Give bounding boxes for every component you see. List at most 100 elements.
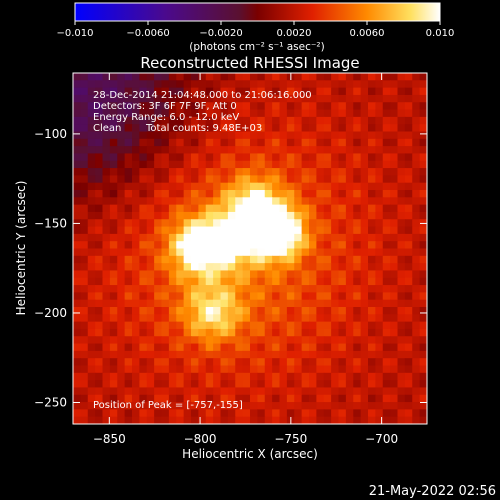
heatmap-cell (139, 73, 148, 81)
heatmap-cell (161, 241, 170, 250)
heatmap-cell (213, 175, 222, 184)
heatmap-cell (272, 168, 281, 176)
heatmap-cell (331, 299, 340, 308)
heatmap-cell (154, 73, 163, 81)
heatmap-cell (419, 343, 427, 352)
heatmap-cell (95, 168, 104, 176)
heatmap-cell (323, 138, 332, 147)
heatmap-cell (286, 328, 295, 337)
heatmap-cell (404, 358, 413, 367)
heatmap-cell (353, 328, 362, 337)
heatmap-cell (80, 204, 89, 213)
heatmap-cell (404, 241, 413, 250)
heatmap-cell (360, 292, 369, 301)
heatmap-cell (375, 372, 384, 381)
heatmap-cell (168, 394, 177, 403)
heatmap-cell (360, 87, 369, 96)
heatmap-cell (294, 190, 303, 198)
heatmap-cell (397, 182, 406, 191)
heatmap-cell (250, 241, 258, 250)
heatmap-cell (109, 153, 118, 162)
heatmap-cell (390, 263, 399, 272)
heatmap-cell (80, 380, 89, 389)
heatmap-cell (242, 138, 251, 147)
heatmap-cell (242, 80, 251, 89)
heatmap-cell (132, 285, 140, 293)
heatmap-cell (323, 372, 332, 381)
heatmap-cell (191, 402, 199, 410)
heatmap-cell (242, 365, 251, 374)
heatmap-cell (95, 211, 104, 220)
heatmap-cell (146, 350, 155, 359)
heatmap-cell (132, 358, 140, 367)
heatmap-cell (404, 416, 413, 424)
heatmap-cell (87, 299, 96, 308)
heatmap-cell (360, 387, 369, 396)
heatmap-cell (109, 365, 118, 374)
heatmap-cell (161, 372, 170, 381)
heatmap-cell (198, 124, 207, 133)
heatmap-cell (205, 387, 214, 396)
heatmap-cell (161, 109, 170, 118)
heatmap-cell (264, 226, 273, 235)
heatmap-cell (73, 124, 81, 133)
heatmap-cell (419, 358, 427, 367)
heatmap-cell (331, 204, 340, 213)
heatmap-cell (375, 168, 384, 176)
heatmap-cell (309, 94, 317, 103)
heatmap-cell (87, 409, 96, 418)
heatmap-cell (345, 328, 354, 337)
heatmap-cell (257, 73, 266, 81)
heatmap-cell (220, 80, 229, 89)
heatmap-cell (227, 168, 236, 176)
heatmap-cell (73, 292, 81, 301)
heatmap-cell (309, 197, 317, 206)
heatmap-cell (235, 211, 244, 220)
heatmap-cell (95, 372, 104, 381)
heatmap-cell (95, 285, 104, 293)
heatmap-cell (301, 182, 310, 191)
heatmap-cell (168, 409, 177, 418)
heatmap-cell (205, 175, 214, 184)
heatmap-cell (375, 402, 384, 410)
heatmap-cell (117, 116, 126, 125)
heatmap-cell (250, 409, 258, 418)
heatmap-cell (345, 153, 354, 162)
heatmap-cell (390, 358, 399, 367)
heatmap-cell (80, 314, 89, 323)
heatmap-cell (95, 328, 104, 337)
heatmap-cell (102, 277, 111, 286)
heatmap-cell (198, 365, 207, 374)
heatmap-cell (161, 314, 170, 323)
heatmap-cell (73, 211, 81, 220)
heatmap-cell (198, 380, 207, 389)
heatmap-cell (146, 248, 155, 257)
heatmap-cell (146, 402, 155, 410)
heatmap-cell (176, 277, 185, 286)
heatmap-cell (345, 321, 354, 330)
heatmap-cell (286, 350, 295, 359)
heatmap-cell (168, 241, 177, 250)
heatmap-cell (419, 394, 427, 403)
heatmap-cell (294, 387, 303, 396)
heatmap-cell (264, 277, 273, 286)
heatmap-cell (316, 160, 325, 169)
heatmap-cell (264, 285, 273, 293)
heatmap-cell (124, 270, 133, 279)
heatmap-cell (109, 226, 118, 235)
heatmap-cell (316, 350, 325, 359)
heatmap-cell (286, 94, 295, 103)
heatmap-cell (146, 372, 155, 381)
heatmap-cell (220, 73, 229, 81)
heatmap-cell (368, 343, 376, 352)
heatmap-cell (272, 270, 281, 279)
heatmap-cell (345, 80, 354, 89)
heatmap-cell (161, 336, 170, 345)
axis-ticks: −850 −800 −750 −700−100−150−200−250 (34, 73, 427, 446)
heatmap-cell (257, 131, 266, 140)
heatmap-cell (176, 394, 185, 403)
heatmap-cell (412, 226, 421, 235)
heatmap-cell (213, 328, 222, 337)
heatmap-cell (250, 160, 258, 169)
heatmap-cell (124, 255, 133, 264)
